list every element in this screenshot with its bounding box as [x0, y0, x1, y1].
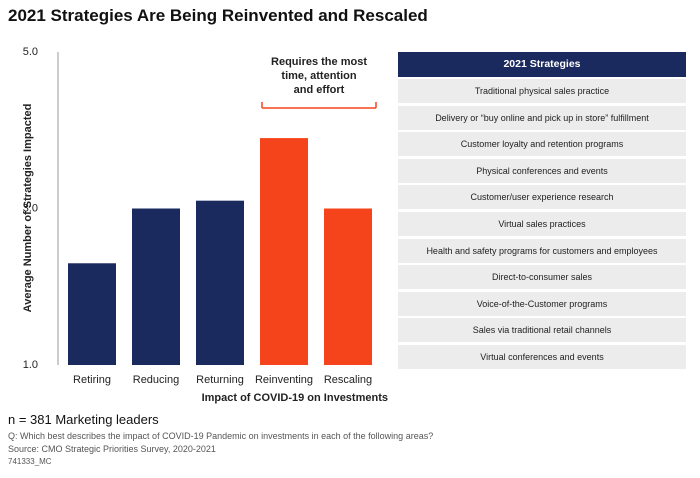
- table-row: Virtual sales practices: [398, 211, 686, 236]
- x-tick-label: Returning: [196, 374, 244, 386]
- annotation: time, attention: [281, 70, 356, 82]
- bar: [132, 208, 180, 365]
- x-tick-label: Rescaling: [324, 374, 372, 386]
- x-tick-label: Reinventing: [255, 374, 313, 386]
- table-row: Traditional physical sales practice: [398, 79, 686, 103]
- table-row: Customer loyalty and retention programs: [398, 132, 686, 157]
- x-axis-label: Impact of COVID-19 on Investments: [202, 392, 388, 404]
- code-note: 741333_MC: [8, 457, 52, 466]
- bar: [196, 200, 244, 365]
- table-row: Physical conferences and events: [398, 158, 686, 183]
- y-tick-label: 3.0: [23, 202, 38, 214]
- table-row: Health and safety programs for customers…: [398, 238, 686, 263]
- bar: [324, 208, 372, 365]
- table-row: Customer/user experience research: [398, 185, 686, 210]
- table-row: Voice-of-the-Customer programs: [398, 291, 686, 316]
- table-row: Direct-to-consumer sales: [398, 265, 686, 290]
- annotation: Requires the most: [271, 56, 367, 68]
- strategies-table: 2021 Strategies Traditional physical sal…: [398, 52, 686, 372]
- question-note: Q: Which best describes the impact of CO…: [8, 431, 434, 441]
- table-row: Virtual conferences and events: [398, 344, 686, 369]
- annotation: and effort: [294, 84, 345, 96]
- table-header: 2021 Strategies: [398, 52, 686, 77]
- sample-note: n = 381 Marketing leaders: [8, 412, 159, 427]
- table-row: Sales via traditional retail channels: [398, 318, 686, 343]
- x-tick-label: Retiring: [73, 374, 111, 386]
- x-tick-label: Reducing: [133, 374, 179, 386]
- y-tick-label: 5.0: [23, 46, 38, 58]
- source-note: Source: CMO Strategic Priorities Survey,…: [8, 444, 216, 454]
- y-axis-label: Average Number of Strategies Impacted: [22, 104, 34, 313]
- bar: [68, 263, 116, 365]
- y-tick-label: 1.0: [23, 359, 38, 371]
- bar: [260, 138, 308, 365]
- table-row: Delivery or “buy online and pick up in s…: [398, 105, 686, 130]
- title: 2021 Strategies Are Being Reinvented and…: [8, 6, 428, 25]
